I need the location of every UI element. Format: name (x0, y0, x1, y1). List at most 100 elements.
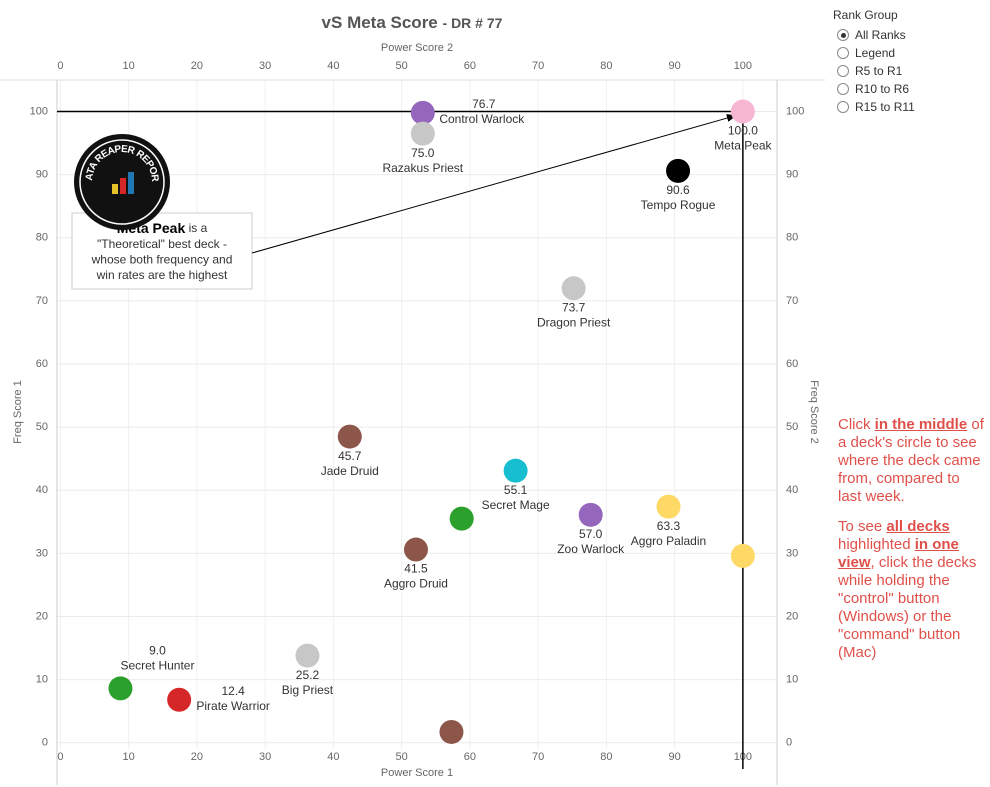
note-text: Click (838, 416, 875, 433)
deck-name: Control Warlock (439, 112, 525, 126)
y2-tick-label: 50 (786, 421, 798, 433)
chart: vS Meta Score - DR # 77 0 0 10 10 20 20 30 30 40… (0, 0, 825, 785)
deck-point (730, 99, 755, 124)
y2-tick-label: 70 (786, 295, 798, 307)
title-suffix: - DR # 77 (443, 15, 503, 31)
deck-name: Razakus Priest (382, 161, 463, 175)
score-label: 76.7 (472, 97, 496, 111)
logo-text: DATA REAPER REPORT (0, 0, 161, 183)
logo-icon (120, 178, 126, 194)
y-tick-label: 50 (36, 421, 48, 433)
y-tick-label: 60 (36, 358, 48, 370)
annotation-text: whose both frequency and (91, 253, 233, 267)
x-tick-label: 80 (600, 751, 612, 763)
option-label: R5 to R1 (855, 64, 903, 78)
y-tick-label: 100 (30, 105, 48, 117)
note-text: of a deck's circle to see where the deck… (838, 416, 984, 505)
score-label: 90.6 (666, 183, 690, 197)
y-axis-title: Freq Score 1 (12, 380, 24, 444)
title-main: vS Meta Score (322, 13, 438, 32)
deck-point (439, 719, 464, 744)
annotation-line: is a (185, 221, 207, 235)
x-tick-label: 0 (57, 751, 63, 763)
deck-name: Dragon Priest (537, 315, 611, 329)
x2-tick-label: 50 (396, 60, 408, 72)
deck-point (295, 643, 320, 668)
x2-tick-label: 0 (57, 60, 63, 72)
score-label: 12.4 (221, 684, 245, 698)
radio[interactable] (837, 65, 849, 77)
x2-tick-label: 60 (464, 60, 476, 72)
y2-tick-label: 80 (786, 232, 798, 244)
filter-option[interactable]: Legend (833, 44, 915, 62)
note-text: in one view (838, 536, 959, 571)
x-tick-label: 60 (464, 751, 476, 763)
y-tick-label: 90 (36, 169, 48, 181)
radio[interactable] (837, 83, 849, 95)
filter-title: Rank Group (833, 8, 898, 22)
y2-tick-label: 40 (786, 484, 798, 496)
score-label: 63.3 (657, 519, 681, 533)
deck-name: Jade Druid (321, 464, 379, 478)
radio[interactable] (837, 101, 849, 113)
annotation-text: "Theoretical" best deck - (97, 237, 227, 251)
deck-name: Meta Peak (714, 139, 772, 153)
chart-title: vS Meta Score - DR # 77 (322, 13, 503, 32)
deck-point (167, 687, 192, 712)
deck-name: Big Priest (282, 683, 334, 697)
deck-point (666, 158, 691, 183)
score-label: 41.5 (404, 562, 428, 576)
y-tick-label: 20 (36, 610, 48, 622)
x2-tick-label: 100 (734, 60, 752, 72)
filter-option[interactable]: All Ranks (833, 26, 915, 44)
deck-point (561, 276, 586, 301)
score-label: 45.7 (338, 449, 362, 463)
logo-ring (79, 139, 165, 225)
y-tick-label: 80 (36, 232, 48, 244)
filter-option[interactable]: R10 to R6 (833, 80, 915, 98)
filter-option[interactable]: R15 to R11 (833, 98, 915, 116)
filter-option[interactable]: R5 to R1 (833, 62, 915, 80)
y-tick-label: 30 (36, 547, 48, 559)
score-label: 25.2 (296, 668, 320, 682)
x-tick-label: 30 (259, 751, 271, 763)
deck-point (108, 676, 133, 701)
x-tick-label: 90 (669, 751, 681, 763)
x-tick-label: 50 (396, 751, 408, 763)
annotation-text: win rates are the highest (96, 268, 228, 282)
y-tick-label: 10 (36, 673, 48, 685)
y2-tick-label: 20 (786, 610, 798, 622)
deck-point (730, 543, 755, 568)
x2-tick-label: 10 (123, 60, 135, 72)
note-text: in the middle (874, 416, 968, 433)
x-tick-label: 40 (327, 751, 339, 763)
x-axis-title: Power Score 1 (381, 767, 453, 779)
x2-tick-label: 70 (532, 60, 544, 72)
deck-name: Zoo Warlock (557, 542, 625, 556)
option-label: R15 to R11 (855, 100, 915, 114)
score-label: 75.0 (411, 146, 435, 160)
score-label: 57.0 (579, 527, 603, 541)
deck-name: Tempo Rogue (641, 198, 716, 212)
radio[interactable] (837, 29, 849, 41)
note: Click in the middle of a deck's circle t… (838, 416, 986, 674)
x2-tick-label: 90 (669, 60, 681, 72)
deck-point (403, 537, 428, 562)
x2-tick-label: 40 (327, 60, 339, 72)
y2-tick-label: 90 (786, 169, 798, 181)
deck-point (410, 121, 435, 146)
note-text: all decks (886, 518, 950, 535)
y2-tick-label: 30 (786, 547, 798, 559)
deck-name: Aggro Druid (384, 577, 448, 591)
deck-name: Aggro Paladin (631, 534, 706, 548)
deck-point (449, 506, 474, 531)
logo-text-path: DATA REAPER REPORT (0, 0, 161, 183)
y2-axis-title: Freq Score 2 (808, 380, 820, 444)
deck-name: Secret Hunter (120, 659, 194, 673)
x2-tick-label: 30 (259, 60, 271, 72)
deck-point (503, 458, 528, 483)
y2-tick-label: 10 (786, 673, 798, 685)
radio[interactable] (837, 47, 849, 59)
option-label: R10 to R6 (855, 82, 910, 96)
